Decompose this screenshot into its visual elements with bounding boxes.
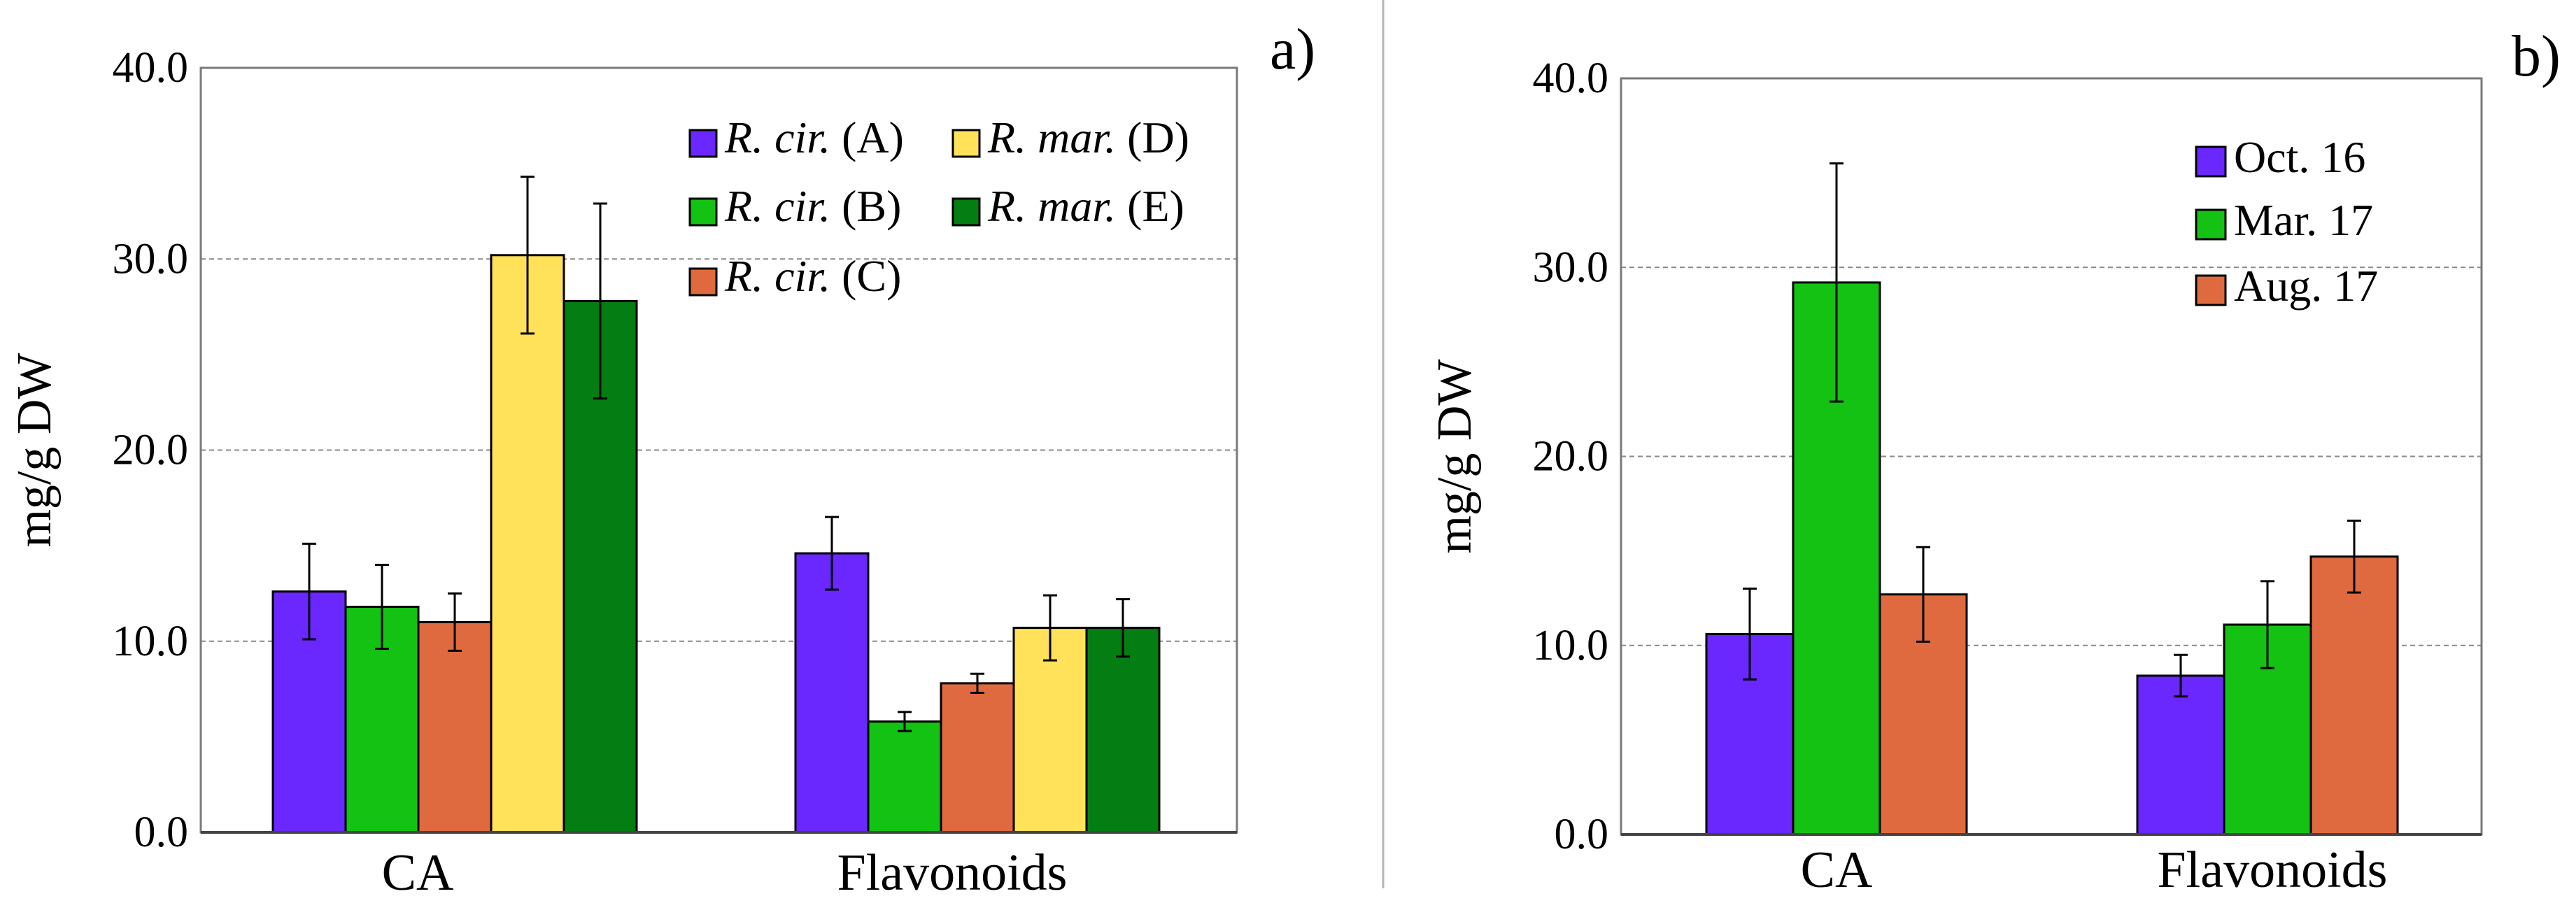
- y-tick-label: 10.0: [1533, 622, 1609, 669]
- legend-label-italic: R. cir.: [724, 251, 830, 301]
- x-category-label: Flavonoids: [2158, 841, 2388, 899]
- legend-label: R. mar. (E): [987, 181, 1184, 231]
- y-tick-label: 10.0: [113, 618, 189, 665]
- legend-label-suffix: (A): [830, 113, 904, 162]
- legend: Oct. 16 Mar. 17 Aug. 17: [2195, 132, 2378, 311]
- y-axis-label: mg/g DW: [8, 353, 62, 547]
- y-tick-label: 0.0: [134, 809, 189, 856]
- y-tick-label: 30.0: [1533, 243, 1609, 291]
- y-axis-label: mg/g DW: [1428, 359, 1482, 553]
- legend-swatch: [951, 197, 981, 227]
- legend: R. cir. (A)R. cir. (B)R. cir. (C)R. mar.…: [688, 113, 1189, 301]
- legend-label: R. cir. (A): [724, 113, 904, 162]
- x-category-label: CA: [382, 844, 454, 902]
- y-tick-label: 40.0: [113, 44, 189, 92]
- chart-panel-a: 0.0 10.0 20.0 30.0 40.0 CA Flavonoids mg/g DW a)…: [8, 17, 1315, 902]
- legend-swatch: [2195, 208, 2227, 241]
- legend-label-italic: R. mar.: [987, 113, 1116, 162]
- bar: [2309, 555, 2399, 836]
- legend-label: Aug. 17: [2234, 261, 2378, 311]
- bar: [1085, 627, 1161, 834]
- legend-label-suffix: (E): [1116, 181, 1184, 231]
- legend-swatch: [688, 267, 718, 297]
- legend-swatch: [951, 129, 981, 158]
- bar: [2136, 674, 2225, 836]
- x-category-label: CA: [1801, 841, 1873, 899]
- bar: [417, 620, 493, 834]
- y-tick-label: 20.0: [1533, 433, 1609, 481]
- legend-swatch: [688, 129, 718, 158]
- y-tick-label: 30.0: [113, 235, 189, 283]
- legend-label-italic: R. cir.: [724, 113, 830, 162]
- legend-label: Oct. 16: [2234, 132, 2365, 182]
- x-category-label: Flavonoids: [837, 844, 1068, 902]
- y-tick-label: 40.0: [1533, 55, 1609, 102]
- chart-panel-b: 0.0 10.0 20.0 30.0 40.0 CA Flavonoids mg/g DW b)…: [1428, 24, 2561, 899]
- y-tick-label: 0.0: [1555, 811, 1609, 858]
- bar: [794, 552, 870, 834]
- legend-label: R. cir. (B): [724, 181, 901, 231]
- legend-swatch: [688, 197, 718, 227]
- legend-label: R. mar. (D): [987, 113, 1189, 162]
- legend-label-suffix: (B): [830, 181, 901, 231]
- legend-label: Mar. 17: [2234, 195, 2373, 245]
- bar: [490, 254, 565, 834]
- bar: [940, 682, 1015, 834]
- legend-label-italic: R. cir.: [724, 181, 830, 231]
- y-tick-label: 20.0: [113, 427, 189, 474]
- bar: [867, 720, 942, 834]
- legend-swatch: [2195, 145, 2227, 178]
- legend-label-italic: R. mar.: [987, 181, 1116, 231]
- legend-label-suffix: (C): [830, 251, 901, 301]
- legend-label: R. cir. (C): [724, 251, 901, 301]
- panel-label: a): [1270, 17, 1315, 82]
- legend-label-suffix: (D): [1116, 113, 1189, 162]
- panel-label: b): [2512, 24, 2561, 89]
- legend-swatch: [2195, 274, 2227, 306]
